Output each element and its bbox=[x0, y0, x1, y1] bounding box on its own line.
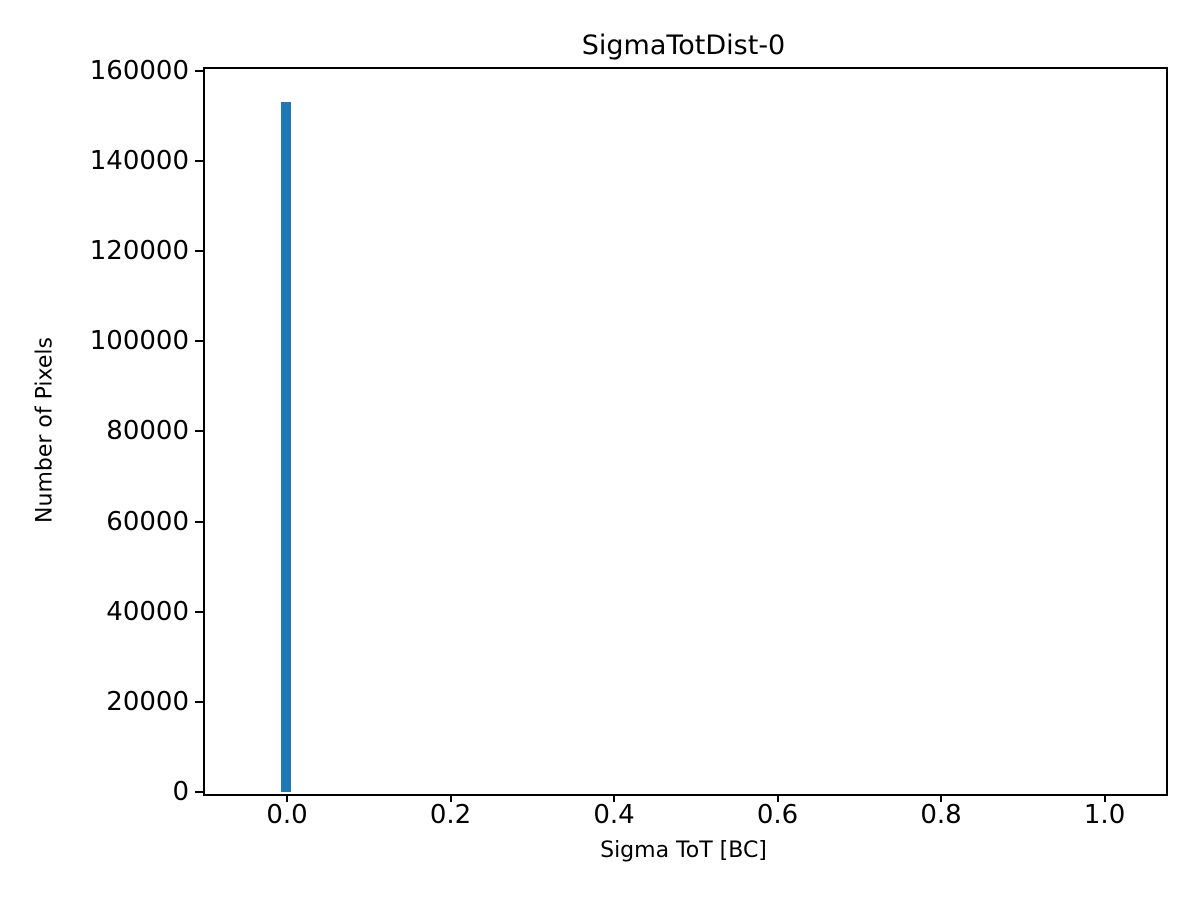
y-tick-label: 120000 bbox=[89, 236, 189, 267]
x-tick-mark bbox=[940, 794, 943, 802]
y-tick-mark bbox=[195, 69, 203, 72]
x-tick-label: 0.6 bbox=[756, 800, 799, 830]
x-tick-label: 0.2 bbox=[429, 800, 472, 830]
y-tick-label: 40000 bbox=[106, 596, 189, 627]
y-tick-label: 140000 bbox=[89, 146, 189, 177]
y-tick-mark bbox=[195, 610, 203, 613]
x-tick-label: 0.4 bbox=[593, 800, 635, 830]
y-axis-label: Number of Pixels bbox=[32, 337, 58, 523]
x-tick-label: 1.0 bbox=[1083, 800, 1126, 830]
y-tick-mark bbox=[195, 520, 203, 523]
y-tick-label: 100000 bbox=[89, 326, 189, 357]
y-tick-mark bbox=[195, 430, 203, 433]
y-tick-label: 20000 bbox=[106, 686, 189, 717]
x-tick-mark bbox=[613, 794, 616, 802]
y-tick-mark bbox=[195, 160, 203, 163]
x-tick-label: 0.0 bbox=[266, 800, 308, 830]
plot-area bbox=[203, 67, 1168, 796]
y-tick-mark bbox=[195, 700, 203, 703]
x-tick-mark bbox=[776, 794, 779, 802]
histogram-bar bbox=[281, 101, 292, 792]
y-tick-mark bbox=[195, 250, 203, 253]
y-tick-mark bbox=[195, 791, 203, 793]
y-tick-label: 160000 bbox=[89, 55, 189, 86]
y-tick-label: 0 bbox=[172, 777, 189, 807]
x-tick-label: 0.8 bbox=[920, 800, 962, 830]
x-tick-mark bbox=[1103, 794, 1106, 802]
chart-title: SigmaTotDist-0 bbox=[581, 30, 786, 61]
y-tick-label: 60000 bbox=[106, 506, 189, 537]
x-axis-label: Sigma ToT [BC] bbox=[600, 838, 767, 863]
x-tick-mark bbox=[449, 794, 452, 802]
y-tick-mark bbox=[195, 340, 203, 343]
y-tick-label: 80000 bbox=[106, 416, 189, 447]
x-tick-mark bbox=[286, 794, 289, 802]
